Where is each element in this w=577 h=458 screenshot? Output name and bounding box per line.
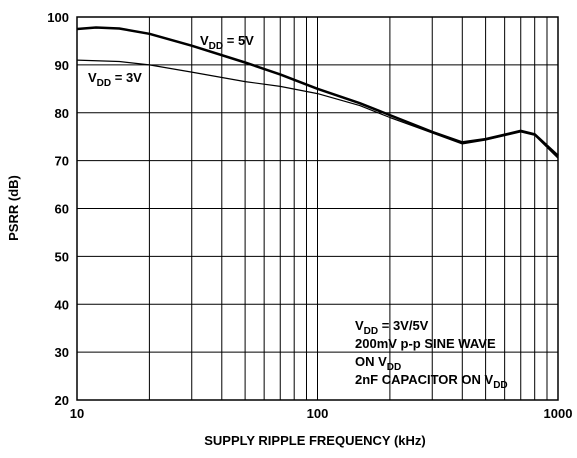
y-tick-label: 30: [55, 345, 69, 360]
x-tick-label: 100: [307, 406, 329, 421]
annotation-text: ON V: [355, 354, 387, 369]
annotation: ON VDD: [355, 354, 401, 373]
annotation-subscript: DD: [493, 380, 507, 391]
annotation-text: V: [355, 318, 364, 333]
annotation-text: 2nF CAPACITOR ON V: [355, 372, 494, 387]
annotation-text: V: [88, 70, 97, 85]
annotation: 200mV p-p SINE WAVE: [355, 336, 496, 351]
y-tick-label: 90: [55, 58, 69, 73]
y-tick-label: 70: [55, 154, 69, 169]
plot-frame: [76, 16, 559, 401]
annotation-text: = 5V: [223, 33, 254, 48]
y-tick-label: 80: [55, 106, 69, 121]
annotation-subscript: DD: [364, 326, 378, 337]
x-axis-label: SUPPLY RIPPLE FREQUENCY (kHz): [204, 433, 426, 448]
annotation: VDD = 3V: [88, 70, 142, 89]
annotation-subscript: DD: [97, 78, 111, 89]
annotation-text: = 3V/5V: [378, 318, 429, 333]
x-tick-label: 1000: [544, 406, 573, 421]
annotation-subscript: DD: [209, 41, 223, 52]
series-line: [76, 26, 559, 157]
y-tick-label: 40: [55, 297, 69, 312]
annotation-subscript: DD: [387, 362, 401, 373]
y-axis-label: PSRR (dB): [6, 175, 21, 241]
x-tick-label: 10: [70, 406, 84, 421]
y-tick-label: 60: [55, 202, 69, 217]
annotation: VDD = 3V/5V: [355, 318, 429, 337]
y-tick-label: 100: [47, 10, 69, 25]
annotation: 2nF CAPACITOR ON VDD: [355, 372, 508, 391]
annotation-text: 200mV p-p SINE WAVE: [355, 336, 496, 351]
annotation: VDD = 5V: [200, 33, 254, 52]
y-tick-label: 50: [55, 249, 69, 264]
annotation-text: V: [200, 33, 209, 48]
series-line: [76, 59, 559, 159]
y-tick-label: 20: [55, 393, 69, 408]
annotation-text: = 3V: [111, 70, 142, 85]
